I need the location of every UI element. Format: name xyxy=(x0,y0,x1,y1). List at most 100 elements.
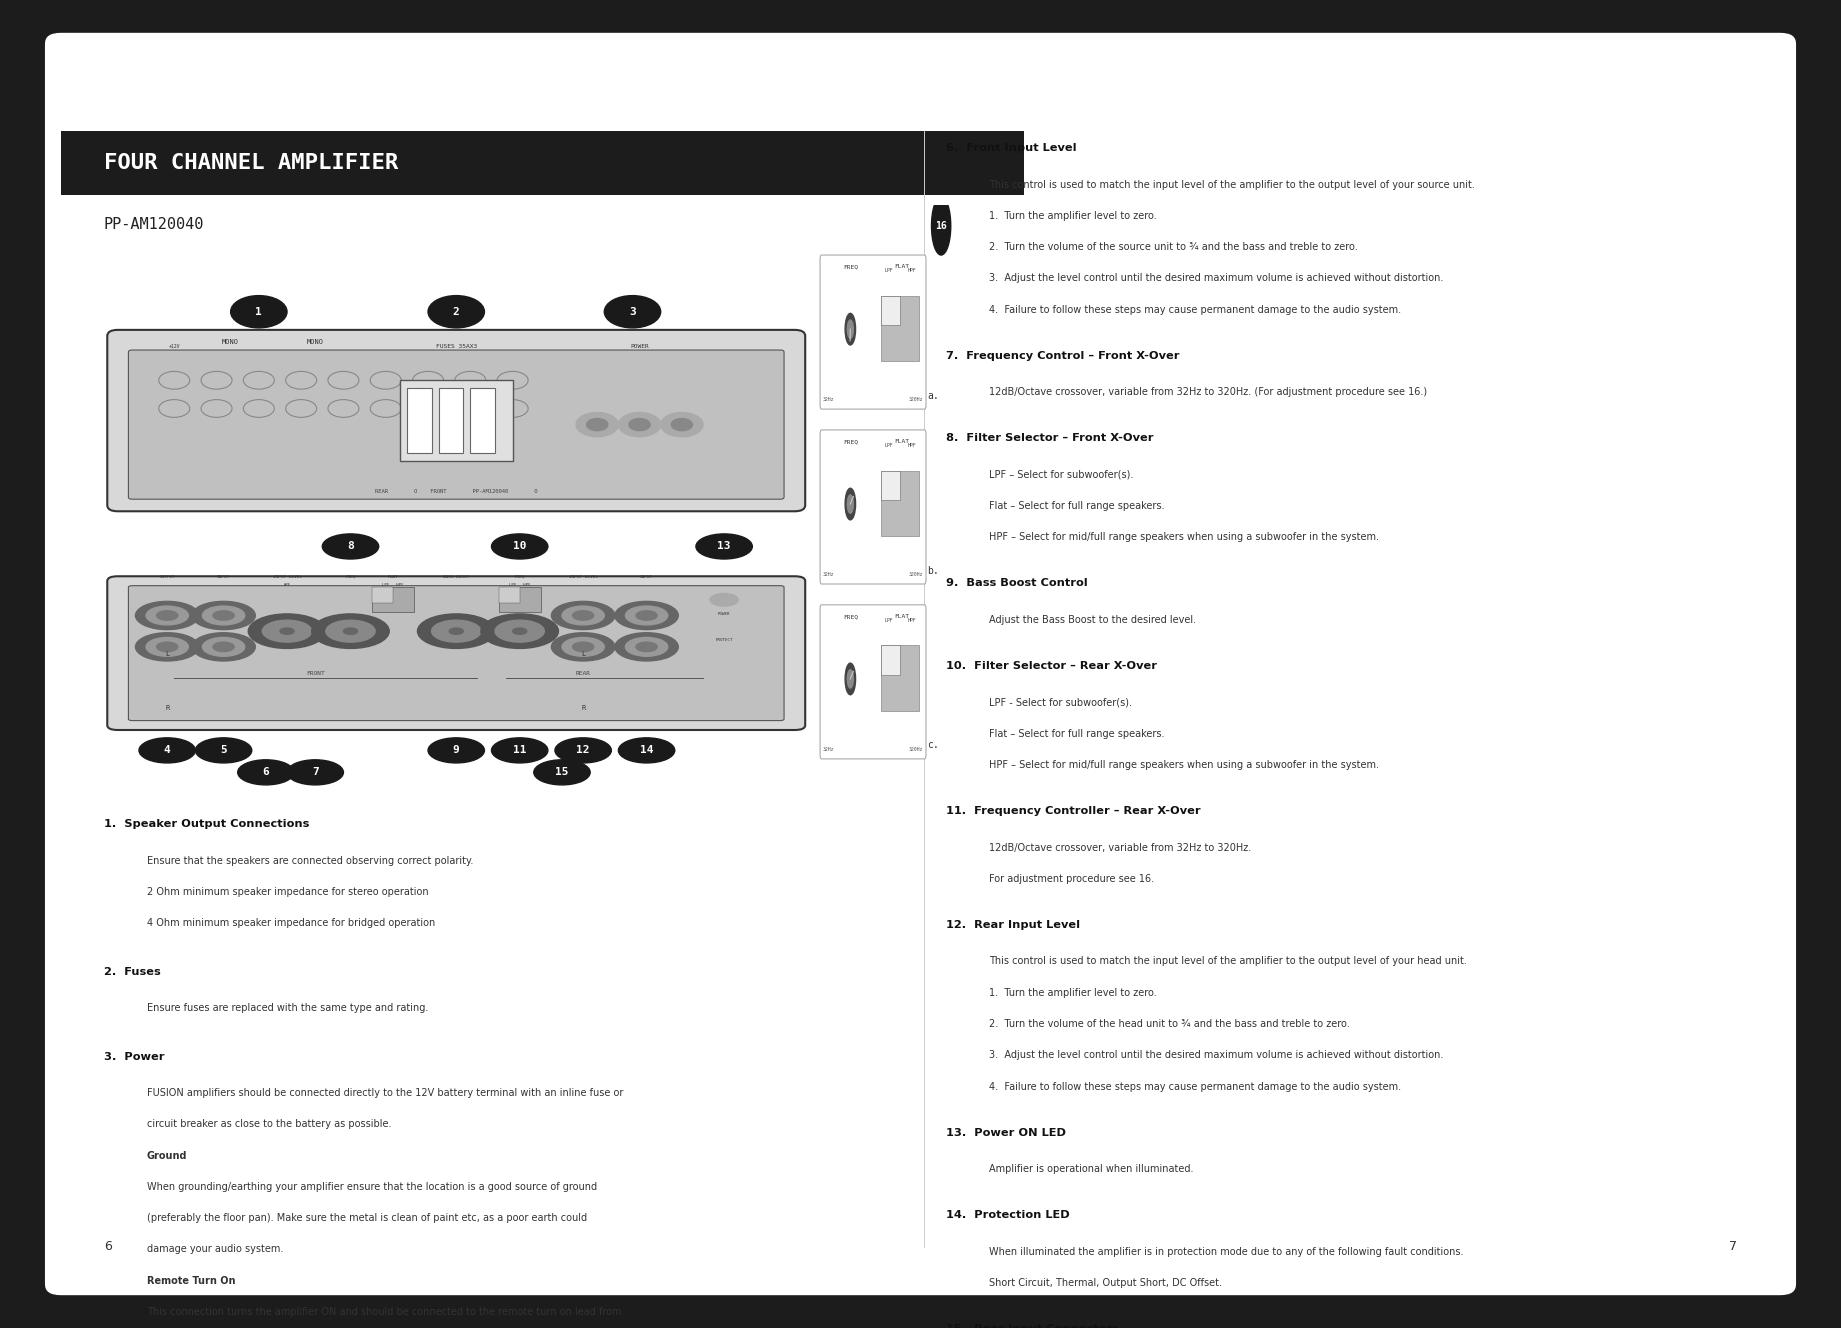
Text: 13.  Power ON LED: 13. Power ON LED xyxy=(946,1127,1066,1138)
Text: Adjust the Bass Boost to the desired level.: Adjust the Bass Boost to the desired lev… xyxy=(989,615,1197,625)
Text: 7: 7 xyxy=(311,768,318,777)
Circle shape xyxy=(845,313,856,345)
FancyBboxPatch shape xyxy=(129,586,784,721)
Text: POWER: POWER xyxy=(630,344,648,349)
Text: Flat – Select for full range speakers.: Flat – Select for full range speakers. xyxy=(989,729,1165,738)
Circle shape xyxy=(573,643,593,652)
Text: Short Circuit, Thermal, Output Short, DC Offset.: Short Circuit, Thermal, Output Short, DC… xyxy=(989,1278,1222,1288)
Text: 6.  Front Input Level: 6. Front Input Level xyxy=(946,143,1077,153)
Bar xyxy=(372,587,392,603)
Bar xyxy=(499,587,519,603)
Text: R: R xyxy=(166,705,169,710)
Text: 1.  Turn the amplifier level to zero.: 1. Turn the amplifier level to zero. xyxy=(989,988,1156,997)
Text: LPF: LPF xyxy=(884,618,893,623)
Text: When illuminated the amplifier is in protection mode due to any of the following: When illuminated the amplifier is in pro… xyxy=(989,1247,1464,1256)
Circle shape xyxy=(203,637,245,656)
Text: LPF   HPF: LPF HPF xyxy=(383,583,403,587)
Bar xyxy=(882,645,919,710)
Circle shape xyxy=(145,637,188,656)
Circle shape xyxy=(552,602,615,629)
Circle shape xyxy=(604,296,661,328)
FancyBboxPatch shape xyxy=(819,604,926,758)
Bar xyxy=(399,380,512,461)
Circle shape xyxy=(696,534,753,559)
Text: POWER: POWER xyxy=(718,612,731,616)
Text: 2.  Fuses: 2. Fuses xyxy=(103,967,160,976)
Text: 2.  Turn the volume of the head unit to ¾ and the bass and treble to zero.: 2. Turn the volume of the head unit to ¾… xyxy=(989,1019,1349,1029)
Text: FREQ: FREQ xyxy=(346,575,355,579)
Text: circuit breaker as close to the battery as possible.: circuit breaker as close to the battery … xyxy=(147,1120,392,1129)
Text: 9: 9 xyxy=(453,745,460,756)
Circle shape xyxy=(326,620,376,643)
Text: 2.  Turn the volume of the source unit to ¾ and the bass and treble to zero.: 2. Turn the volume of the source unit to… xyxy=(989,242,1359,252)
Circle shape xyxy=(845,489,856,519)
Text: REAR: REAR xyxy=(576,671,591,676)
Text: OUTPUT: OUTPUT xyxy=(160,575,175,579)
Circle shape xyxy=(672,418,692,430)
Text: HPF: HPF xyxy=(908,268,917,274)
Text: Remote Turn On: Remote Turn On xyxy=(147,1276,236,1286)
Text: 3.  Power: 3. Power xyxy=(103,1052,164,1061)
Circle shape xyxy=(635,643,657,652)
Text: 3.  Adjust the level control until the desired maximum volume is achieved withou: 3. Adjust the level control until the de… xyxy=(989,274,1443,283)
Circle shape xyxy=(619,738,676,764)
Text: c.: c. xyxy=(928,741,939,750)
FancyBboxPatch shape xyxy=(819,255,926,409)
Circle shape xyxy=(431,620,481,643)
FancyBboxPatch shape xyxy=(107,329,805,511)
Text: R: R xyxy=(582,705,585,710)
Circle shape xyxy=(249,614,326,648)
Text: BASS BOOST: BASS BOOST xyxy=(444,575,469,579)
Circle shape xyxy=(619,413,661,437)
Text: LPF – Select for subwoofer(s).: LPF – Select for subwoofer(s). xyxy=(989,470,1134,479)
Text: This control is used to match the input level of the amplifier to the output lev: This control is used to match the input … xyxy=(989,956,1467,967)
Text: L: L xyxy=(582,651,585,657)
Circle shape xyxy=(552,632,615,661)
Text: INPUT: INPUT xyxy=(641,575,654,579)
Text: Ground: Ground xyxy=(147,1151,188,1161)
Circle shape xyxy=(615,602,677,629)
Text: 15: 15 xyxy=(556,768,569,777)
Circle shape xyxy=(156,643,179,652)
Text: HPF – Select for mid/full range speakers when using a subwoofer in the system.: HPF – Select for mid/full range speakers… xyxy=(989,760,1379,770)
Circle shape xyxy=(847,320,854,339)
Bar xyxy=(438,388,464,453)
Text: LPF: LPF xyxy=(884,268,893,274)
Text: PROTECT: PROTECT xyxy=(716,637,733,641)
Circle shape xyxy=(847,495,854,513)
Circle shape xyxy=(280,628,295,635)
Text: INPUT: INPUT xyxy=(217,575,230,579)
Text: 9.  Bass Boost Control: 9. Bass Boost Control xyxy=(946,579,1088,588)
Text: LPF - Select for subwoofer(s).: LPF - Select for subwoofer(s). xyxy=(989,697,1132,708)
Text: 7: 7 xyxy=(1729,1240,1738,1254)
Text: 12.  Rear Input Level: 12. Rear Input Level xyxy=(946,920,1081,930)
Circle shape xyxy=(322,534,379,559)
Circle shape xyxy=(626,637,668,656)
Text: 10: 10 xyxy=(514,542,527,551)
Circle shape xyxy=(237,760,295,785)
Text: 10.  Filter Selector – Rear X-Over: 10. Filter Selector – Rear X-Over xyxy=(946,661,1158,671)
FancyBboxPatch shape xyxy=(107,576,805,730)
Text: FLAT: FLAT xyxy=(895,264,909,270)
Text: 12dB/Octave crossover, variable from 32Hz to 320Hz. (For adjustment procedure se: 12dB/Octave crossover, variable from 32H… xyxy=(989,388,1427,397)
Text: 14.  Protection LED: 14. Protection LED xyxy=(946,1210,1070,1220)
Text: FLAT: FLAT xyxy=(895,440,909,444)
Circle shape xyxy=(661,413,703,437)
Circle shape xyxy=(136,632,199,661)
Text: PP-AM120040: PP-AM120040 xyxy=(103,218,204,232)
Text: FOUR CHANNEL AMPLIFIER: FOUR CHANNEL AMPLIFIER xyxy=(103,153,398,173)
Circle shape xyxy=(626,606,668,625)
Circle shape xyxy=(512,628,527,635)
Circle shape xyxy=(534,760,591,785)
Bar xyxy=(882,645,900,675)
Text: FRONT: FRONT xyxy=(306,671,324,676)
Text: This connection turns the amplifier ON and should be connected to the remote tur: This connection turns the amplifier ON a… xyxy=(147,1307,620,1317)
Circle shape xyxy=(263,620,311,643)
Text: FREQ: FREQ xyxy=(843,614,858,619)
Text: MONO: MONO xyxy=(307,339,324,345)
Circle shape xyxy=(145,606,188,625)
Text: 1: 1 xyxy=(256,307,261,317)
Text: b.: b. xyxy=(928,566,939,575)
Circle shape xyxy=(311,614,388,648)
Circle shape xyxy=(630,418,650,430)
